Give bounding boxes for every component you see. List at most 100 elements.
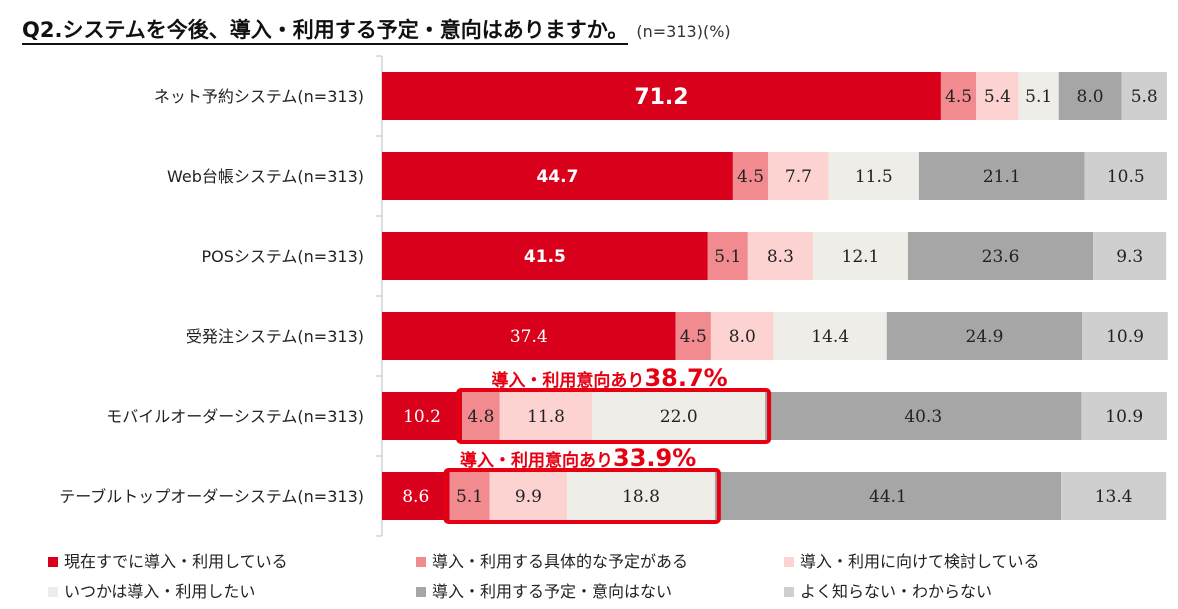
data-label: 4.5 — [680, 327, 707, 347]
data-label: 18.8 — [622, 487, 660, 507]
data-label: 4.5 — [737, 167, 764, 187]
data-label: 12.1 — [842, 247, 880, 267]
data-label: 10.9 — [1106, 327, 1144, 347]
data-label: 37.4 — [510, 327, 548, 347]
bar-segment — [976, 72, 1019, 120]
legend-swatch — [416, 556, 426, 567]
bar-segment — [1093, 232, 1167, 280]
data-label: 14.4 — [811, 327, 849, 347]
bar-segment — [1082, 312, 1168, 360]
bar-segment — [828, 152, 919, 200]
bar-segment — [1061, 472, 1167, 520]
legend-item: よく知らない・わからない — [784, 578, 992, 602]
bar-segment — [907, 232, 1094, 280]
data-label: 7.7 — [785, 167, 812, 187]
legend-swatch — [48, 556, 58, 567]
legend-swatch — [784, 586, 794, 597]
legend-label: よく知らない・わからない — [800, 582, 993, 601]
chart-title-note: (n=313)(%) — [636, 22, 731, 41]
chart-title-main: Q2.システムを今後、導入・利用する予定・意向はありますか。 — [22, 18, 629, 45]
bar-segment — [462, 392, 500, 440]
data-label: 44.1 — [869, 487, 907, 507]
bar-segment — [675, 312, 711, 360]
bar-segment — [382, 72, 941, 120]
data-label: 9.3 — [1116, 247, 1143, 267]
data-label: 10.5 — [1107, 167, 1145, 187]
highlight-box — [443, 468, 721, 524]
data-label: 10.9 — [1105, 407, 1143, 427]
annotation-value: 33.9% — [613, 444, 696, 472]
data-label: 71.2 — [634, 85, 688, 110]
category-label: ネット予約システム(n=313) — [154, 87, 364, 106]
legend-swatch — [48, 586, 58, 597]
legend-label: 現在すでに導入・利用している — [64, 552, 288, 571]
category-label: テーブルトップオーダーシステム(n=313) — [59, 487, 364, 506]
data-label: 23.6 — [982, 247, 1020, 267]
bar-segment — [382, 232, 708, 280]
legend-swatch — [416, 586, 426, 597]
bar-segment — [768, 152, 829, 200]
bar-segment — [1058, 72, 1122, 120]
legend-swatch — [784, 556, 794, 567]
category-label: POSシステム(n=313) — [202, 247, 365, 266]
bar-segment — [732, 152, 769, 200]
bar-segment — [707, 232, 748, 280]
data-label: 11.8 — [527, 407, 565, 427]
legend-item: 導入・利用する予定・意向はない — [416, 578, 672, 602]
annotation-text: 導入・利用意向あり — [460, 450, 613, 471]
bar-segment — [489, 472, 568, 520]
category-label: Web台帳システム(n=313) — [167, 167, 364, 186]
bar-segment — [714, 472, 1062, 520]
chart-title: Q2.システムを今後、導入・利用する予定・意向はありますか。 (n=313)(%) — [22, 14, 731, 45]
data-label: 8.6 — [402, 487, 429, 507]
annotation-label: 導入・利用意向あり38.7% — [491, 364, 727, 392]
bar-segment — [710, 312, 774, 360]
data-label: 40.3 — [904, 407, 942, 427]
category-label: 受発注システム(n=313) — [186, 327, 364, 346]
bar-segment — [1121, 72, 1167, 120]
bar-segment — [567, 472, 715, 520]
data-label: 11.5 — [855, 167, 893, 187]
legend-label: 導入・利用に向けて検討している — [800, 552, 1040, 571]
bar-segment — [382, 312, 676, 360]
bar-segment — [812, 232, 908, 280]
data-label: 5.4 — [984, 87, 1011, 107]
data-label: 5.8 — [1131, 87, 1158, 107]
legend-item: 導入・利用する具体的な予定がある — [416, 548, 688, 572]
data-label: 44.7 — [536, 167, 578, 187]
bar-segment — [382, 152, 733, 200]
stacked-bar-chart: ネット予約システム(n=313) 71.2 4.5 5.4 5.1 8.0 5.8 Web台帳… — [59, 55, 1168, 537]
bar-segment — [747, 232, 813, 280]
bar-segment — [499, 392, 593, 440]
data-label: 8.3 — [767, 247, 794, 267]
data-label: 4.8 — [467, 407, 494, 427]
legend-label: いつかは導入・利用したい — [64, 582, 256, 601]
bar-segment — [940, 72, 977, 120]
highlight-box — [456, 388, 772, 444]
data-label: 4.5 — [945, 87, 972, 107]
bar-segment — [449, 472, 490, 520]
legend-label: 導入・利用する予定・意向はない — [432, 582, 673, 601]
data-label: 22.0 — [660, 407, 698, 427]
bar-segment — [765, 392, 1082, 440]
data-label: 41.5 — [524, 247, 566, 267]
data-label: 5.1 — [714, 247, 741, 267]
data-label: 8.0 — [729, 327, 756, 347]
legend-label: 導入・利用する具体的な予定がある — [432, 552, 689, 571]
data-label: 9.9 — [515, 487, 542, 507]
data-label: 21.1 — [983, 167, 1021, 187]
bar-segment — [918, 152, 1085, 200]
bar-segment — [382, 472, 450, 520]
category-label: モバイルオーダーシステム(n=313) — [106, 407, 364, 426]
bar-segment — [773, 312, 887, 360]
bar-segment — [1018, 72, 1059, 120]
bar-segment — [382, 392, 463, 440]
annotation-text: 導入・利用意向あり — [491, 370, 644, 391]
data-label: 24.9 — [966, 327, 1004, 347]
legend-item: 現在すでに導入・利用している — [48, 548, 288, 572]
data-label: 5.1 — [456, 487, 483, 507]
bar-segment — [1081, 392, 1167, 440]
legend-item: 導入・利用に向けて検討している — [784, 548, 1040, 572]
data-label: 13.4 — [1095, 487, 1133, 507]
data-label: 8.0 — [1077, 87, 1104, 107]
